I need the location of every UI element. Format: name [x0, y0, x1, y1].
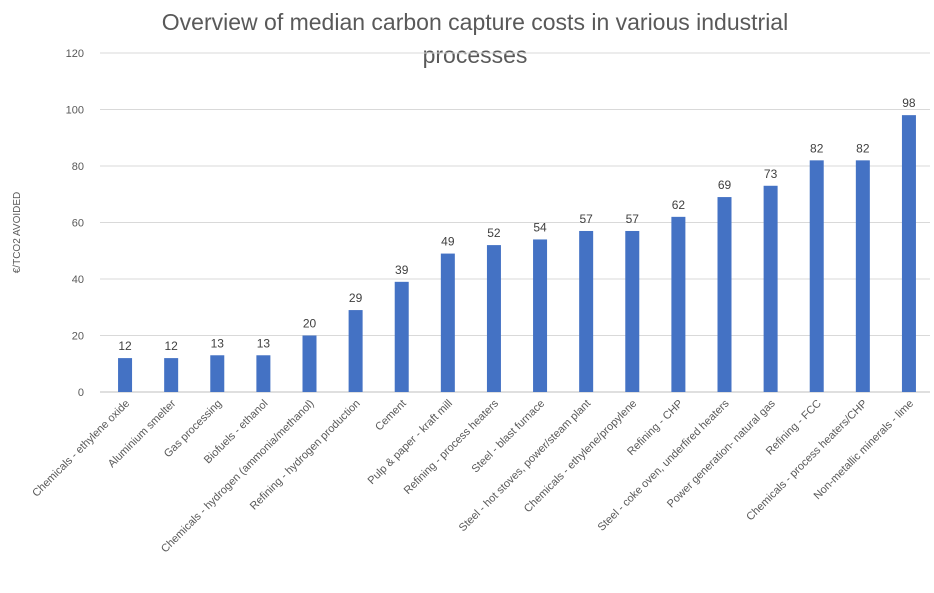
bar — [533, 239, 548, 392]
bar — [118, 358, 133, 392]
data-label: 73 — [764, 167, 778, 181]
gridlines — [100, 52, 930, 393]
data-label: 82 — [856, 141, 870, 155]
bar — [256, 355, 271, 392]
bar — [579, 230, 594, 392]
category-label: Pulp & paper - kraft mill — [366, 398, 455, 487]
data-label: 52 — [487, 226, 501, 240]
chart-title: Overview of median carbon capture costs … — [161, 9, 789, 68]
data-labels: 12 12 13 13 20 29 39 49 52 54 57 57 62 69 73 82 82 98 — [118, 96, 916, 353]
y-axis-title: €/TCO2 AVOIDED — [12, 192, 23, 274]
y-tick-label: 40 — [72, 274, 84, 286]
data-label: 20 — [303, 317, 317, 331]
data-label: 13 — [257, 336, 271, 350]
y-tick-label: 60 — [72, 218, 84, 230]
bar — [809, 160, 824, 392]
data-label: 82 — [810, 141, 824, 155]
data-label: 12 — [164, 339, 178, 353]
bar — [164, 358, 179, 392]
data-label: 49 — [441, 235, 455, 249]
category-label: Non-metallic minerals - lime — [812, 398, 916, 502]
y-tick-label: 100 — [66, 105, 84, 117]
bar — [671, 216, 686, 392]
bar — [348, 310, 363, 392]
bar — [717, 197, 732, 392]
category-label: Refining - process heaters — [402, 397, 502, 497]
category-label: Chemicals - ethylene oxide — [30, 398, 132, 500]
bar — [210, 355, 225, 392]
bar — [763, 185, 778, 392]
y-tick-label: 0 — [78, 387, 84, 399]
data-label: 62 — [672, 198, 686, 212]
data-label: 13 — [211, 336, 225, 350]
bar — [302, 335, 317, 392]
bar — [625, 230, 640, 392]
category-label: Cement — [373, 398, 409, 434]
y-axis-ticks: 0 20 40 60 80 100 120 — [66, 48, 84, 399]
data-label: 54 — [533, 220, 547, 234]
y-tick-label: 80 — [72, 161, 84, 173]
bar — [901, 115, 916, 393]
bars — [118, 115, 916, 393]
y-tick-label: 120 — [66, 48, 84, 60]
bar — [486, 245, 501, 392]
data-label: 57 — [626, 212, 640, 226]
data-label: 98 — [902, 96, 916, 110]
data-label: 69 — [718, 178, 732, 192]
data-label: 57 — [579, 212, 593, 226]
y-tick-label: 20 — [72, 331, 84, 343]
data-label: 39 — [395, 263, 409, 277]
bar — [440, 253, 455, 392]
bar — [394, 281, 409, 392]
data-label: 12 — [118, 339, 132, 353]
bar — [855, 160, 870, 392]
data-label: 29 — [349, 291, 363, 305]
